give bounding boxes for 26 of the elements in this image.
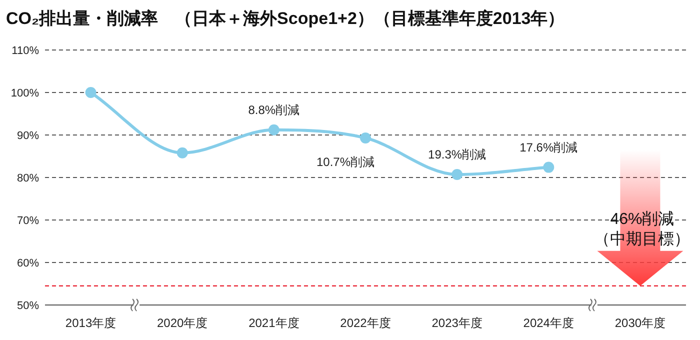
annotation: 10.7%削減: [316, 154, 375, 169]
chart-title: CO₂排出量・削減率 （日本＋海外Scope1+2）（目標基準年度2013年）: [6, 9, 565, 28]
annotation: 8.8%削減: [248, 102, 300, 117]
x-tick-label: 2013年度: [65, 316, 116, 330]
x-tick-label: 2023年度: [432, 316, 482, 330]
annotation: 19.3%削減: [428, 148, 486, 162]
x-tick-label: 2020年度: [157, 316, 208, 330]
x-tick-label: 2021年度: [248, 316, 300, 330]
y-tick-label: 100%: [10, 88, 40, 100]
point: [176, 147, 188, 158]
point: [543, 162, 554, 173]
y-tick-label: 70%: [16, 215, 40, 227]
x-tick-label: 2024年度: [523, 316, 574, 330]
y-tick-label: 90%: [16, 130, 40, 142]
point: [360, 132, 371, 144]
y-tick-label: 60%: [16, 258, 40, 270]
ref-line-label: 46%削減（中期目標）: [594, 210, 690, 248]
point: [268, 124, 280, 136]
x-tick-label: 2030年度: [614, 316, 666, 330]
point: [85, 87, 96, 98]
point: [452, 169, 463, 180]
y-tick-label: 110%: [12, 45, 40, 57]
annotation: 17.6%削減: [520, 140, 578, 154]
y-tick-label: 80%: [16, 172, 40, 184]
x-tick-label: 2022年度: [340, 316, 391, 330]
y-tick-label: 50%: [16, 300, 40, 312]
